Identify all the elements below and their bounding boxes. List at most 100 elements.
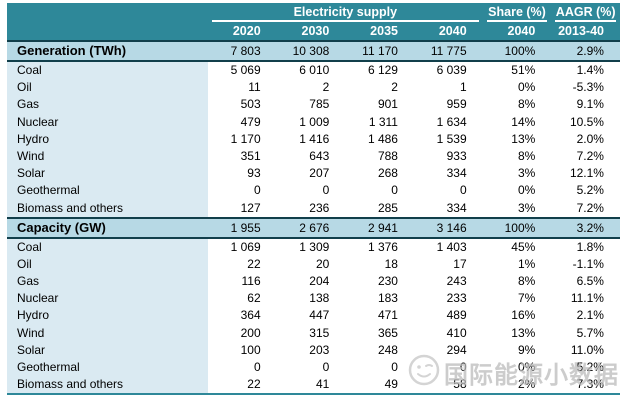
- cell-value: 1 486: [345, 130, 414, 148]
- cell-value: 471: [345, 307, 414, 325]
- cell-value: 127: [208, 199, 277, 217]
- table-header: Electricity supply Share (%) AAGR (%) 20…: [7, 3, 620, 40]
- row-label: Hydro: [7, 130, 208, 148]
- cell-value: 230: [345, 273, 414, 291]
- cell-value: 1 311: [345, 113, 414, 131]
- row-label: Capacity (GW): [17, 219, 106, 235]
- cell-value: 1 403: [413, 238, 483, 256]
- cell-value: 2 941: [367, 220, 398, 235]
- cell-value: 13%: [482, 324, 552, 342]
- row-label: Wind: [7, 147, 208, 166]
- cell-value: 1 416: [276, 130, 346, 148]
- cell-value: 788: [345, 147, 414, 166]
- table-bottom-rule: [7, 393, 620, 396]
- cell-value: 11.1%: [551, 290, 620, 308]
- row-label: Wind: [7, 324, 208, 342]
- cell-value: 248: [345, 341, 414, 359]
- cell-value: 5.2%: [551, 359, 620, 377]
- cell-value: 1 170: [208, 130, 277, 148]
- cell-value: 11 775: [430, 44, 467, 58]
- cell-value: 7.3%: [551, 376, 620, 394]
- cell-value: 1 955: [230, 220, 261, 235]
- row-label: Oil: [7, 255, 208, 274]
- cell-value: 11: [208, 79, 277, 97]
- column-header-2020: 2020: [232, 24, 261, 38]
- column-group-share: Share (%): [483, 5, 552, 22]
- cell-value: 1.8%: [551, 238, 620, 256]
- cell-value: 11 170: [362, 44, 398, 58]
- table-row: Solar 93 207 268 334 3% 12.1%: [7, 165, 620, 183]
- cell-value: 3%: [482, 165, 552, 183]
- cell-value: 233: [413, 290, 483, 308]
- cell-value: 8%: [482, 96, 552, 114]
- cell-value: 138: [276, 290, 346, 308]
- cell-value: 959: [413, 96, 483, 114]
- cell-value: 6.5%: [551, 273, 620, 291]
- cell-value: 1 309: [276, 238, 346, 256]
- cell-value: 334: [413, 165, 483, 183]
- row-label: Coal: [7, 238, 208, 256]
- table-row: Hydro 364 447 471 489 16% 2.1%: [7, 307, 620, 325]
- cell-value: 0: [345, 182, 414, 200]
- cell-value: 18: [345, 255, 414, 274]
- row-label: Solar: [7, 341, 208, 359]
- table-row: Geothermal 0 0 0 0 0% 5.2%: [7, 359, 620, 377]
- cell-value: 22: [208, 376, 277, 394]
- table-row: Hydro 1 170 1 416 1 486 1 539 13% 2.0%: [7, 130, 620, 148]
- cell-value: 1%: [482, 255, 552, 274]
- cell-value: 479: [208, 113, 277, 131]
- cell-value: 315: [276, 324, 346, 342]
- table-body: Generation (TWh) 7 803 10 308 11 170 11 775 1…: [7, 40, 620, 394]
- cell-value: 12.1%: [551, 165, 620, 183]
- cell-value: 294: [413, 341, 483, 359]
- row-label: Nuclear: [7, 290, 208, 308]
- row-label: Coal: [7, 62, 208, 80]
- cell-value: 901: [345, 96, 414, 114]
- cell-value: 200: [208, 324, 277, 342]
- cell-value: 207: [276, 165, 346, 183]
- table-row: Geothermal 0 0 0 0 0% 5.2%: [7, 182, 620, 200]
- cell-value: 933: [413, 147, 483, 166]
- cell-value: 100%: [504, 220, 536, 235]
- cell-value: 6 129: [345, 62, 414, 80]
- cell-value: 5.7%: [551, 324, 620, 342]
- table-row: Coal 1 069 1 309 1 376 1 403 45% 1.8%: [7, 238, 620, 256]
- section-header-row: Generation (TWh) 7 803 10 308 11 170 11 775 1…: [7, 40, 620, 62]
- table-row: Gas 503 785 901 959 8% 9.1%: [7, 96, 620, 114]
- cell-value: 41: [276, 376, 346, 394]
- cell-value: 0%: [482, 79, 552, 97]
- table-row: Wind 200 315 365 410 13% 5.7%: [7, 324, 620, 342]
- cell-value: 20: [276, 255, 346, 274]
- cell-value: 10.5%: [551, 113, 620, 131]
- section-header-row: Capacity (GW) 1 955 2 676 2 941 3 146 100% 3.2…: [7, 216, 620, 239]
- cell-value: 0%: [482, 359, 552, 377]
- cell-value: 3 146: [436, 220, 467, 235]
- cell-value: 285: [345, 199, 414, 217]
- row-label: Solar: [7, 165, 208, 183]
- table-row: Oil 11 2 2 1 0% -5.3%: [7, 79, 620, 97]
- cell-value: 7.2%: [551, 147, 620, 166]
- cell-value: 2%: [482, 376, 552, 394]
- column-group-label: Share (%): [486, 5, 548, 22]
- cell-value: 2.1%: [551, 307, 620, 325]
- cell-value: 1: [413, 79, 483, 97]
- column-header-2040: 2040: [438, 24, 467, 38]
- electricity-supply-table: Electricity supply Share (%) AAGR (%) 20…: [7, 3, 620, 396]
- cell-value: 203: [276, 341, 346, 359]
- cell-value: 410: [413, 324, 483, 342]
- row-label: Biomass and others: [7, 199, 208, 217]
- cell-value: 49: [345, 376, 414, 394]
- cell-value: 10 308: [292, 44, 330, 58]
- cell-value: 0: [413, 182, 483, 200]
- cell-value: 45%: [482, 238, 552, 256]
- cell-value: 5.2%: [551, 182, 620, 200]
- cell-value: 0: [276, 182, 346, 200]
- cell-value: 268: [345, 165, 414, 183]
- cell-value: 11.0%: [551, 341, 620, 359]
- cell-value: 183: [345, 290, 414, 308]
- column-year-row: 2020 2030 2035 2040 2040 2013-40: [7, 22, 620, 40]
- cell-value: 0%: [482, 182, 552, 200]
- cell-value: 785: [276, 96, 346, 114]
- cell-value: 0: [208, 182, 277, 200]
- table-row: Oil 22 20 18 17 1% -1.1%: [7, 255, 620, 274]
